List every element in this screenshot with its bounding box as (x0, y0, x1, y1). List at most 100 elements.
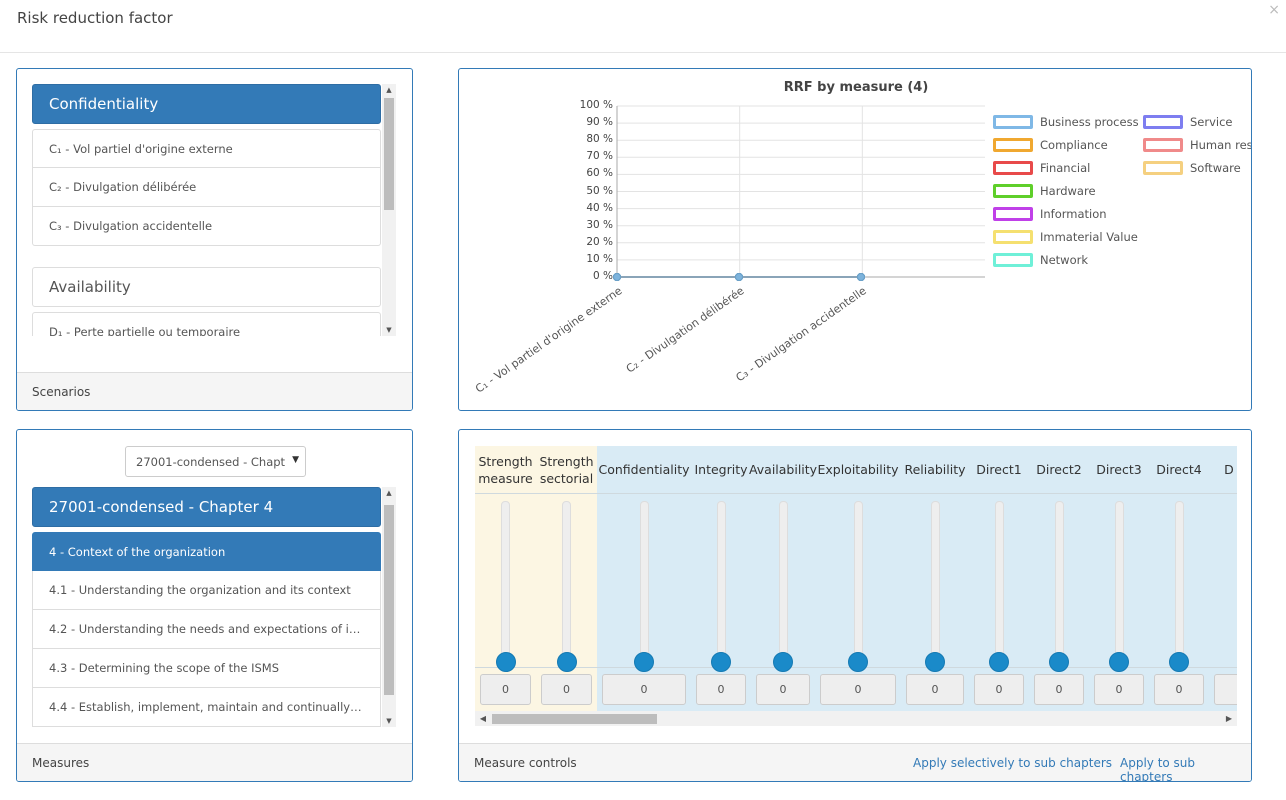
slider-handle[interactable] (556, 652, 577, 672)
value-input[interactable]: 0 (1034, 674, 1084, 705)
referential-select[interactable]: 27001-condensed - Chapt ▼ (125, 446, 306, 477)
dialog-header: Risk reduction factor × (0, 0, 1286, 53)
legend-label: Immaterial Value (1040, 230, 1138, 244)
slider-track[interactable] (1054, 501, 1064, 664)
y-tick-label: 40 % (586, 201, 613, 214)
value-input[interactable] (1214, 674, 1237, 705)
slider-track[interactable] (501, 501, 510, 664)
measures-footer: Measures (17, 743, 412, 781)
slider-handle[interactable] (848, 652, 868, 672)
chevron-down-icon: ▼ (292, 455, 299, 465)
measures-panel: 27001-condensed - Chapt ▼ 27001-condense… (16, 429, 413, 782)
value-input[interactable]: 0 (974, 674, 1024, 705)
slider-handle[interactable] (495, 652, 516, 672)
apply-selectively-link[interactable]: Apply selectively to sub chapters (913, 756, 1113, 770)
slider-track[interactable] (639, 501, 649, 664)
slider-track[interactable] (716, 501, 726, 664)
slider-track[interactable] (853, 501, 863, 664)
legend-swatch (993, 230, 1033, 244)
scenario-item[interactable]: C₂ - Divulgation délibérée (32, 168, 381, 207)
legend-label: Human res (1190, 138, 1252, 152)
scenario-item[interactable]: C₃ - Divulgation accidentelle (32, 207, 381, 246)
legend-swatch (1143, 161, 1183, 175)
value-input[interactable]: 0 (820, 674, 896, 705)
value-input[interactable]: 0 (756, 674, 810, 705)
value-input[interactable]: 0 (696, 674, 746, 705)
legend-swatch (1143, 115, 1183, 129)
legend-label: Hardware (1040, 184, 1096, 198)
column-header: D (1224, 462, 1234, 477)
slider-track[interactable] (930, 501, 940, 664)
measure-group-header[interactable]: 27001-condensed - Chapter 4 (32, 487, 381, 527)
measure-controls-panel: Strength measure 0 Strength sectorial 0 Conf… (458, 429, 1252, 782)
dialog-title: Risk reduction factor (17, 9, 173, 27)
y-tick-label: 90 % (586, 116, 613, 129)
slider-handle[interactable] (925, 652, 945, 672)
scroll-down-icon[interactable]: ▼ (386, 717, 392, 725)
slider-handle[interactable] (1109, 652, 1129, 672)
column-header: Strength sectorial (539, 453, 594, 486)
measures-footer-label: Measures (32, 756, 90, 770)
data-point (735, 273, 743, 281)
y-tick-label: 80 % (586, 133, 613, 146)
scenario-group-availability[interactable]: Availability (32, 267, 381, 307)
slider-handle[interactable] (773, 652, 793, 672)
slider-handle[interactable] (989, 652, 1009, 672)
scroll-up-icon[interactable]: ▲ (386, 86, 392, 94)
value-input[interactable]: 0 (480, 674, 531, 705)
slider-track[interactable] (994, 501, 1004, 664)
slider-handle[interactable] (711, 652, 731, 672)
value-input[interactable]: 0 (1154, 674, 1204, 705)
value-input[interactable]: 0 (1094, 674, 1144, 705)
slider-track[interactable] (778, 501, 788, 664)
legend-swatch (1143, 138, 1183, 152)
measure-item[interactable]: 4.4 - Establish, implement, maintain and… (32, 688, 381, 727)
y-tick-label: 70 % (586, 150, 613, 163)
legend-swatch (993, 138, 1033, 152)
scroll-up-icon[interactable]: ▲ (386, 489, 392, 497)
legend-swatch (993, 253, 1033, 267)
measure-item[interactable]: 4.1 - Understanding the organization and… (32, 571, 381, 610)
slider-track[interactable] (1174, 501, 1184, 664)
scrollbar-thumb[interactable] (384, 505, 394, 695)
scenario-item[interactable]: C₁ - Vol partiel d'origine externe (32, 129, 381, 168)
controls-horizontal-scrollbar[interactable]: ◀ ▶ (475, 711, 1237, 726)
measure-item[interactable]: 4.3 - Determining the scope of the ISMS (32, 649, 381, 688)
scenario-group-confidentiality[interactable]: Confidentiality (32, 84, 381, 124)
value-input[interactable]: 0 (602, 674, 686, 705)
scroll-down-icon[interactable]: ▼ (386, 326, 392, 334)
measure-item[interactable]: 4 - Context of the organization (32, 532, 381, 571)
scenario-list: Confidentiality C₁ - Vol partiel d'origi… (32, 84, 381, 336)
close-icon[interactable]: × (1268, 2, 1280, 18)
scroll-right-icon[interactable]: ▶ (1225, 714, 1233, 723)
value-input[interactable]: 0 (906, 674, 964, 705)
y-tick-label: 0 % (593, 270, 613, 282)
legend-label: Business process (1040, 115, 1139, 129)
scenario-scrollbar[interactable]: ▲ ▼ (382, 84, 396, 336)
apply-sub-chapters-link[interactable]: Apply to sub chapters (1120, 756, 1196, 782)
legend-swatch (993, 115, 1033, 129)
scrollbar-thumb[interactable] (492, 714, 657, 724)
scroll-left-icon[interactable]: ◀ (479, 714, 487, 723)
y-tick-label: 10 % (586, 252, 613, 265)
measure-scrollbar[interactable]: ▲ ▼ (382, 487, 396, 727)
slider-track[interactable] (562, 501, 571, 664)
column-header: Confidentiality (598, 462, 690, 477)
scenarios-footer: Scenarios (17, 372, 412, 410)
header-divider (475, 493, 1237, 494)
slider-handle[interactable] (1169, 652, 1189, 672)
strength-columns-background (475, 446, 597, 711)
legend-swatch (993, 184, 1033, 198)
controls-footer-label: Measure controls (474, 756, 577, 770)
scrollbar-thumb[interactable] (384, 98, 394, 210)
legend-label: Compliance (1040, 138, 1108, 152)
slider-track[interactable] (1114, 501, 1124, 664)
slider-handle[interactable] (634, 652, 654, 672)
measure-item[interactable]: 4.2 - Understanding the needs and expect… (32, 610, 381, 649)
slider-handle[interactable] (1049, 652, 1069, 672)
y-tick-label: 50 % (586, 184, 613, 197)
rrf-chart (613, 105, 985, 281)
legend-label: Financial (1040, 161, 1091, 175)
scenario-item[interactable]: D₁ - Perte partielle ou temporaire (32, 312, 381, 336)
value-input[interactable]: 0 (541, 674, 592, 705)
